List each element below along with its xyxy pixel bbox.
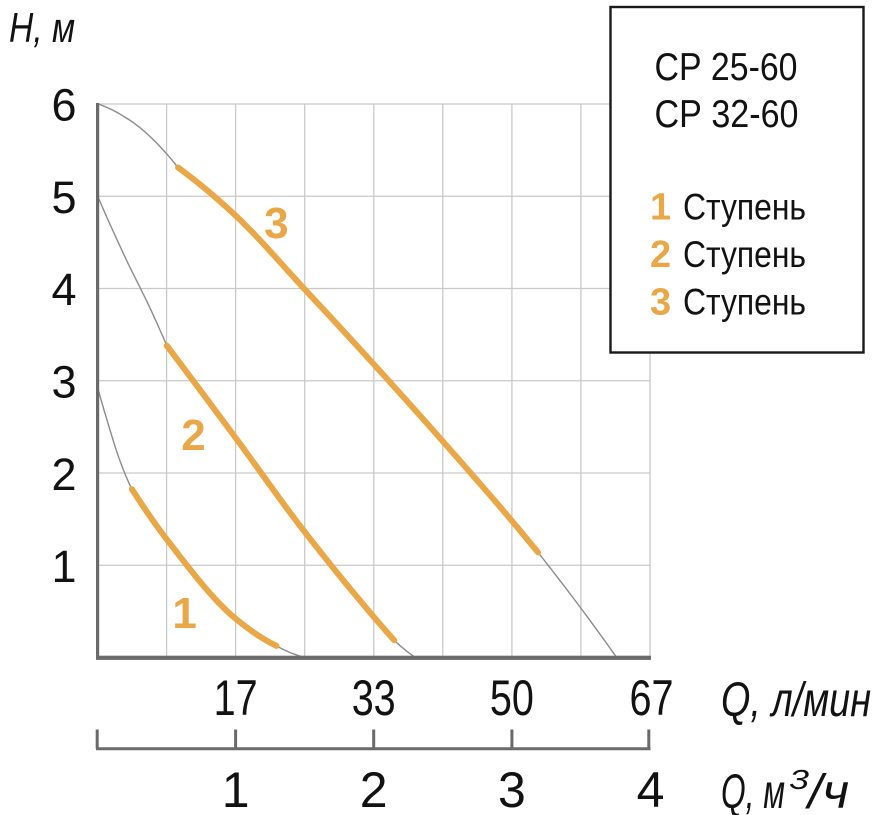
svg-text:3: 3 [789, 764, 810, 795]
svg-text:5: 5 [51, 172, 76, 223]
svg-text:2: 2 [360, 762, 388, 815]
svg-text:2: 2 [650, 234, 671, 276]
svg-text:2: 2 [51, 449, 76, 500]
svg-text:СР 32-60: СР 32-60 [655, 93, 799, 136]
svg-text:33: 33 [352, 670, 396, 726]
svg-text:3: 3 [498, 762, 526, 815]
svg-text:Ступень: Ступень [683, 187, 806, 228]
svg-text:Ступень: Ступень [683, 281, 806, 322]
svg-text:Ступень: Ступень [683, 234, 806, 275]
svg-text:Q, л/мин: Q, л/мин [721, 674, 871, 727]
svg-text:3: 3 [650, 281, 671, 323]
svg-text:СР 25-60: СР 25-60 [655, 46, 798, 89]
svg-text:1: 1 [51, 541, 76, 592]
svg-text:/ч: /ч [805, 766, 849, 815]
svg-text:4: 4 [51, 264, 76, 315]
svg-text:17: 17 [214, 670, 258, 726]
svg-text:67: 67 [630, 670, 674, 726]
svg-text:1: 1 [650, 187, 671, 229]
svg-text:1: 1 [172, 589, 196, 638]
svg-text:3: 3 [51, 357, 76, 408]
svg-text:6: 6 [51, 80, 76, 131]
svg-text:50: 50 [490, 670, 534, 726]
svg-text:H, м: H, м [9, 4, 75, 51]
svg-text:1: 1 [222, 762, 250, 815]
svg-text:3: 3 [264, 199, 288, 248]
svg-text:4: 4 [637, 762, 665, 815]
svg-text:2: 2 [181, 411, 205, 460]
svg-text:Q, м: Q, м [721, 766, 785, 815]
